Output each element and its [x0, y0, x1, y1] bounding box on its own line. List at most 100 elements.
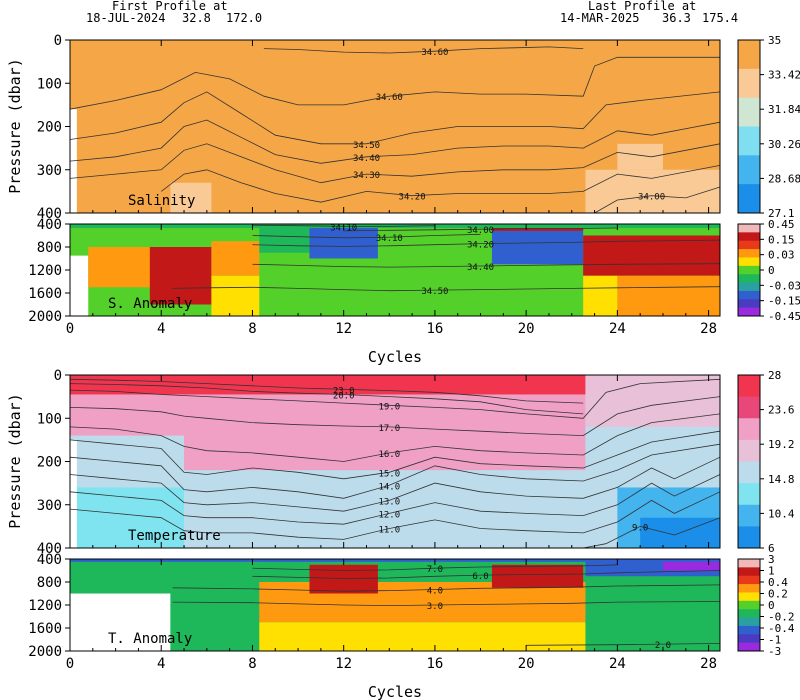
contour-label: 6.0 — [472, 572, 488, 582]
contour-label: 34.30 — [353, 171, 380, 181]
contour-line — [69, 119, 721, 164]
contour-line — [343, 227, 618, 232]
field-cell — [211, 275, 260, 316]
contour-label: 13.0 — [378, 497, 400, 507]
last-profile-lon: 175.4 — [702, 11, 739, 25]
field-cell — [211, 241, 260, 276]
last-profile-label: Last Profile at — [588, 0, 697, 13]
colorbar-swatch — [738, 40, 760, 70]
colorbar-label: 28 — [768, 369, 781, 382]
contour-line — [160, 165, 721, 203]
x-axis-label: Cycles — [368, 348, 422, 366]
contour-label: 11.0 — [378, 526, 400, 536]
colorbar-swatch — [738, 265, 760, 275]
colorbar-frame — [737, 39, 761, 214]
contour-label: 34.10 — [330, 223, 357, 233]
field-cell — [583, 235, 720, 276]
colorbar-label: 28.68 — [768, 172, 800, 185]
first-profile-lat: 32.8 — [182, 11, 211, 25]
field-cell — [617, 143, 663, 170]
contour-label: 34.20 — [399, 193, 426, 203]
field-cell — [259, 622, 586, 651]
contour-label: 34.00 — [638, 193, 665, 203]
colorbar-swatch — [738, 184, 760, 214]
colorbar-label: 19.2 — [768, 438, 795, 451]
x-axis-label: Cycles — [368, 683, 422, 700]
y-tick-label: 300 — [37, 163, 62, 179]
x-tick-label: 28 — [700, 321, 717, 337]
field-cell — [491, 564, 584, 588]
contour-line — [69, 456, 721, 512]
x-tick-label: 0 — [66, 656, 74, 672]
panel-title: Temperature — [128, 528, 221, 544]
panel-title: T. Anomaly — [108, 631, 192, 647]
colorbar-swatch — [738, 526, 760, 549]
contour-line — [69, 491, 721, 540]
contour-line — [69, 443, 721, 499]
field-cell — [585, 375, 720, 427]
colorbar-swatch — [738, 249, 760, 258]
colorbar-swatch — [738, 155, 760, 185]
x-tick-label: 20 — [518, 656, 535, 672]
colorbar-label: 31.84 — [768, 103, 800, 116]
field-cell — [309, 564, 378, 594]
colorbar-label: -0.15 — [768, 295, 800, 308]
first-profile-lon: 172.0 — [226, 11, 263, 25]
field-cell — [70, 593, 171, 651]
field-cell — [70, 255, 89, 316]
contour-line — [69, 430, 721, 480]
colorbar-swatch — [738, 307, 760, 317]
colorbar-swatch — [738, 461, 760, 484]
y-tick-label: 800 — [37, 240, 62, 256]
contour-label: 34.00 — [467, 226, 494, 236]
colorbar-swatch — [738, 609, 760, 619]
y-tick-label: 2000 — [28, 309, 62, 325]
field-cell — [259, 224, 310, 253]
field-cell — [70, 559, 720, 562]
colorbar-label: 14.8 — [768, 473, 795, 486]
contour-line — [69, 378, 721, 419]
colorbar-label: 0.4 — [768, 576, 788, 589]
colorbar-swatch — [738, 68, 760, 99]
colorbar-swatch — [738, 257, 760, 267]
y-tick-label: 200 — [37, 455, 62, 471]
contour-line — [172, 584, 721, 592]
colorbar-label: 10.4 — [768, 507, 795, 520]
x-tick-label: 12 — [335, 321, 352, 337]
field-cell — [662, 559, 720, 571]
y-tick-label: 400 — [37, 206, 62, 222]
field-cell — [583, 275, 618, 316]
colorbar-label: 0.15 — [768, 233, 795, 246]
contour-line — [69, 378, 584, 404]
contour-label: 2.0 — [655, 641, 671, 651]
y-tick-label: 1600 — [28, 621, 62, 637]
colorbar-label: 0.03 — [768, 249, 795, 262]
y-axis-label: Pressure (dbar) — [6, 58, 24, 193]
colorbar-swatch — [738, 224, 760, 233]
panel-title: Salinity — [128, 193, 195, 209]
contour-line — [252, 570, 721, 579]
colorbar-swatch — [738, 642, 760, 652]
field-cell — [617, 275, 720, 316]
contour-line — [263, 46, 584, 54]
contour-label: 20.0 — [333, 391, 355, 401]
colorbar-swatch — [738, 617, 760, 627]
y-axis-label: Pressure (dbar) — [6, 393, 24, 528]
contour-line — [252, 239, 721, 247]
colorbar-swatch — [738, 592, 760, 602]
field-cell — [170, 182, 212, 213]
x-tick-label: 28 — [700, 656, 717, 672]
y-tick-label: 1200 — [28, 598, 62, 614]
contour-line — [583, 517, 721, 549]
contour-label: 16.0 — [378, 450, 400, 460]
field-cell — [70, 439, 77, 548]
first-profile-label: First Profile at — [112, 0, 228, 13]
y-tick-label: 1600 — [28, 286, 62, 302]
colorbar-label: 1 — [768, 565, 775, 578]
contour-line — [69, 396, 721, 437]
y-tick-label: 0 — [54, 33, 62, 49]
colorbar-swatch — [738, 299, 760, 309]
y-tick-label: 300 — [37, 498, 62, 514]
colorbar-label: 0.2 — [768, 588, 788, 601]
